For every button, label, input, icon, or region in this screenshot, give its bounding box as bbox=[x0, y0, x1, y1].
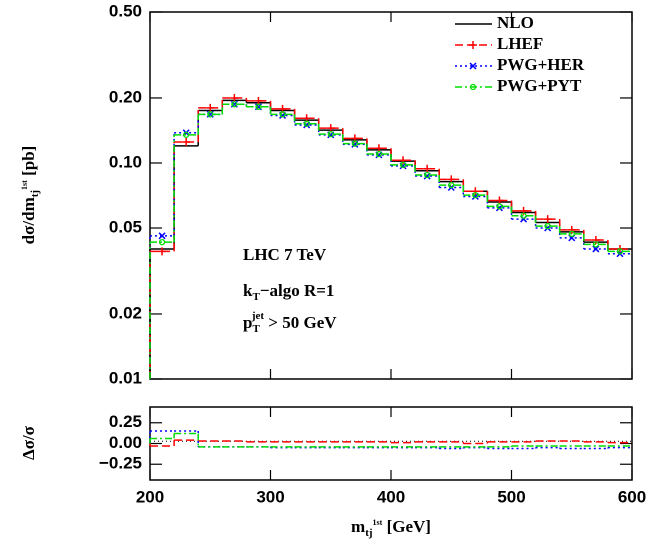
ratio-y-label: Δσ/σ bbox=[19, 425, 38, 460]
marker bbox=[592, 245, 600, 253]
annotation: LHC 7 TeV bbox=[243, 245, 327, 264]
x-axis-label: mtj1st [GeV] bbox=[351, 517, 431, 539]
marker bbox=[230, 93, 239, 102]
marker bbox=[351, 140, 359, 147]
marker bbox=[399, 161, 407, 169]
legend-marker bbox=[469, 41, 477, 49]
annotation: pTjet > 50 GeV bbox=[243, 310, 337, 335]
ratio-frame bbox=[149, 406, 633, 481]
legend-label: PWG+HER bbox=[497, 55, 585, 74]
x-label-sup: 1st bbox=[373, 518, 383, 527]
marker bbox=[423, 164, 432, 173]
annotation-sup: jet bbox=[251, 310, 265, 322]
marker bbox=[231, 101, 238, 108]
legend-marker bbox=[469, 62, 477, 70]
marker bbox=[158, 239, 166, 246]
x-label-sub: tj bbox=[365, 527, 372, 539]
marker bbox=[544, 223, 551, 230]
marker bbox=[158, 232, 166, 240]
marker bbox=[255, 103, 262, 110]
x-tick-label: 400 bbox=[377, 487, 405, 506]
marker bbox=[472, 191, 479, 199]
y-label-sup: 1st bbox=[20, 180, 29, 190]
legend-label: LHEF bbox=[497, 34, 543, 53]
legend-label: NLO bbox=[497, 13, 534, 32]
x-label-unit: [GeV] bbox=[382, 517, 431, 536]
marker bbox=[567, 225, 576, 234]
marker bbox=[279, 111, 286, 118]
legend-label: PWG+PYT bbox=[497, 76, 582, 95]
annotation-text: > 50 GeV bbox=[264, 313, 337, 332]
y-tick-label: −0.25 bbox=[99, 454, 142, 473]
y-tick-label: 0.00 bbox=[109, 433, 142, 452]
marker bbox=[471, 187, 480, 196]
y-tick-label: 0.20 bbox=[109, 87, 142, 106]
annotation-text: −algo R=1 bbox=[260, 281, 335, 300]
y-label-main: dσ/dm bbox=[19, 197, 38, 244]
marker bbox=[375, 150, 383, 158]
marker bbox=[520, 212, 527, 219]
marker bbox=[327, 130, 334, 138]
legend-marker bbox=[469, 83, 477, 91]
marker bbox=[207, 111, 214, 118]
y-axis-label: dσ/dmtj1st [pb] bbox=[19, 146, 41, 245]
marker bbox=[303, 120, 310, 127]
annotation-sub: T bbox=[252, 291, 260, 303]
annotation: kT−algo R=1 bbox=[243, 281, 334, 303]
marker bbox=[448, 181, 455, 189]
y-label-unit: [pb] bbox=[19, 146, 38, 180]
y-tick-label: 0.25 bbox=[109, 412, 142, 431]
y-tick-label: 0.10 bbox=[109, 152, 142, 171]
y-tick-label: 0.05 bbox=[109, 217, 142, 236]
x-tick-label: 500 bbox=[497, 487, 525, 506]
annotation-text: p bbox=[243, 313, 252, 332]
annotation-text: k bbox=[243, 281, 253, 300]
y-label-sub: tj bbox=[29, 190, 41, 197]
x-tick-label: 200 bbox=[136, 487, 164, 506]
annotation-sub: T bbox=[252, 323, 260, 335]
marker bbox=[591, 236, 600, 245]
marker bbox=[616, 248, 624, 255]
marker bbox=[496, 203, 503, 210]
marker bbox=[592, 241, 599, 248]
marker bbox=[568, 230, 575, 237]
marker bbox=[158, 247, 167, 256]
y-tick-label: 0.02 bbox=[109, 303, 142, 322]
marker bbox=[206, 103, 215, 112]
marker bbox=[254, 96, 263, 105]
marker bbox=[543, 215, 552, 224]
x-tick-label: 300 bbox=[256, 487, 284, 506]
marker bbox=[182, 131, 190, 138]
x-label-main: m bbox=[351, 517, 365, 536]
marker bbox=[326, 124, 335, 133]
y-tick-label: 0.50 bbox=[109, 1, 142, 20]
x-tick-label: 600 bbox=[618, 487, 646, 506]
y-tick-label: 0.01 bbox=[109, 368, 142, 387]
annotation-text: LHC 7 TeV bbox=[243, 245, 327, 264]
marker bbox=[182, 138, 191, 147]
marker bbox=[423, 171, 431, 179]
